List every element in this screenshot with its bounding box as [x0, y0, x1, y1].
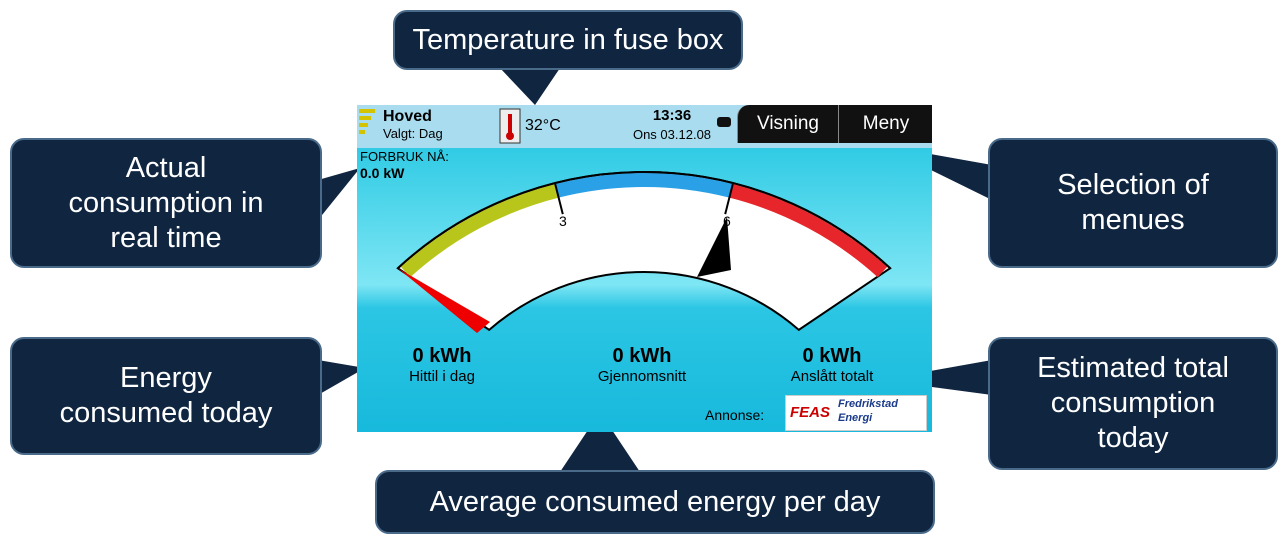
callout-line: Average consumed energy per day: [429, 485, 881, 518]
ad-label: Annonse:: [705, 407, 765, 423]
callout-line: today: [1097, 422, 1169, 454]
thermometer-icon: [499, 108, 521, 144]
stat-value: 0 kWh: [802, 345, 862, 367]
gauge-tick: [724, 183, 734, 215]
pointer: [560, 412, 640, 472]
callout-line: consumption in: [68, 186, 264, 219]
stat-value: 0 kWh: [612, 345, 672, 367]
callout-line: real time: [110, 221, 222, 254]
callout-line: consumption: [1050, 387, 1216, 419]
callout: Estimated total consumption today: [988, 337, 1278, 470]
ad-name: Fredrikstad: [838, 398, 898, 410]
gauge-band: [729, 184, 888, 278]
callout-line: Temperature in fuse box: [412, 23, 724, 56]
gauge-needle: [697, 217, 731, 277]
gauge-outline: [397, 171, 891, 269]
gauge: [396, 171, 892, 333]
callout-line: menues: [1081, 204, 1185, 236]
ad-logo-text: FEAS: [790, 404, 831, 421]
pointer: [880, 360, 992, 395]
consumption-wedge: [397, 268, 490, 333]
callout-line: Estimated total: [1037, 352, 1229, 384]
ad-logo: FEAS Fredrikstad Energi: [785, 395, 927, 431]
header: Hoved Valgt: Dag 32°C 13:36 Ons 03.12.08…: [357, 105, 932, 148]
callout-line: consumed today: [59, 397, 273, 429]
callout: Selection of menues: [988, 138, 1278, 268]
callout: Average consumed energy per day: [375, 470, 935, 534]
pointer: [318, 360, 365, 395]
stat: 0 kWh Hittil i dag: [357, 345, 527, 385]
callout-line: Actual: [125, 151, 207, 184]
pointer: [500, 68, 560, 105]
now-label: FORBRUK NÅ:: [360, 149, 449, 164]
stat: 0 kWh Anslått totalt: [747, 345, 917, 385]
header-subtitle: Valgt: Dag: [383, 126, 443, 141]
time: 13:36: [652, 107, 692, 124]
stat-label: Hittil i dag: [409, 368, 475, 385]
callout-line: Selection of: [1057, 169, 1209, 201]
date: Ons 03.12.08: [632, 127, 712, 142]
callout: Actual consumption in real time: [10, 138, 322, 268]
callout: Energy consumed today: [10, 337, 322, 455]
gauge-band: [400, 184, 559, 278]
gauge-label: 3: [559, 213, 567, 229]
gauge-tick: [554, 183, 564, 215]
menu-button[interactable]: Visning: [737, 105, 838, 143]
device-screen: Hoved Valgt: Dag 32°C 13:36 Ons 03.12.08…: [357, 105, 932, 432]
menu-button[interactable]: Meny: [838, 105, 932, 143]
callout-line: Energy: [120, 362, 212, 394]
gauge-label: 6: [723, 213, 731, 229]
header-title: Hoved: [383, 108, 432, 125]
stat-value: 0 kWh: [412, 345, 472, 367]
temperature: 32°C: [525, 117, 561, 134]
gauge-band: [555, 173, 733, 198]
callout: Temperature in fuse box: [393, 10, 743, 70]
ad-name: Energi: [838, 412, 873, 424]
stat: 0 kWh Gjennomsnitt: [557, 345, 727, 385]
stat-label: Gjennomsnitt: [597, 368, 687, 385]
gauge-face: [396, 171, 892, 332]
now-value: 0.0 kW: [360, 165, 405, 181]
stat-label: Anslått totalt: [790, 368, 874, 385]
level-icon: [359, 109, 375, 134]
pointer: [318, 168, 360, 220]
plug-icon: [717, 117, 731, 127]
